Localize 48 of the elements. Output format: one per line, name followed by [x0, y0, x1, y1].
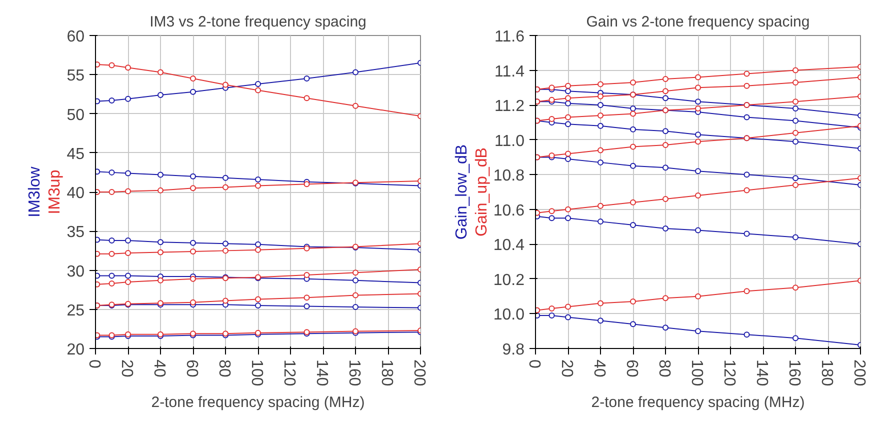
y-tick-label: 60: [66, 28, 85, 46]
x-tick-label: 140: [753, 360, 770, 386]
x-axis-title: 2-tone frequency spacing (MHz): [591, 394, 805, 412]
x-tick-label: 0: [86, 360, 102, 368]
y-tick-label: 40: [66, 185, 85, 202]
x-tick-label: 60: [183, 360, 200, 378]
y-tick-label: 30: [66, 263, 85, 280]
y-tick-label: 50: [66, 106, 85, 124]
x-tick-label: 160: [346, 360, 362, 386]
y-tick-label: 11.4: [494, 63, 525, 80]
y-tick-label: 10.6: [493, 202, 525, 220]
x-tick-label: 0: [526, 360, 542, 368]
chart-title: IM3 vs 2-tone frequency spacing: [150, 14, 366, 30]
y-tick-label: 25: [66, 302, 85, 320]
x-tick-label: 200: [850, 360, 868, 386]
y-tick-label: 9.8: [502, 342, 525, 358]
y-tick-label: 11.6: [494, 28, 525, 46]
y-tick-label: 11.2: [494, 98, 525, 116]
y-tick-label: 45: [66, 146, 85, 163]
x-tick-label: 120: [280, 360, 298, 386]
x-tick-label: 20: [558, 360, 575, 378]
x-tick-label: 120: [720, 360, 738, 386]
x-tick-label: 80: [216, 360, 232, 378]
x-tick-label: 100: [248, 360, 265, 386]
x-tick-label: 200: [410, 360, 428, 386]
x-tick-label: 180: [378, 360, 395, 386]
y-tick-label: 10.0: [493, 306, 525, 324]
y-tick-label: 35: [66, 224, 85, 242]
chart-title: Gain vs 2-tone frequency spacing: [586, 14, 810, 30]
x-axis-title: 2-tone frequency spacing (MHz): [151, 394, 365, 412]
x-tick-label: 160: [786, 360, 802, 386]
x-tick-label: 40: [150, 360, 168, 378]
x-tick-label: 180: [818, 360, 835, 386]
x-tick-label: 20: [118, 360, 135, 378]
x-tick-label: 80: [656, 360, 672, 378]
x-tick-label: 100: [688, 360, 705, 386]
text: Gain_low_dB: [454, 144, 470, 240]
text: IM3low: [26, 166, 44, 218]
y-tick-label: 10.8: [493, 168, 525, 185]
y-tick-label: 55: [66, 68, 85, 85]
text: IM3up: [46, 170, 64, 214]
x-tick-label: 40: [590, 360, 608, 378]
y-tick-label: 10.2: [493, 272, 525, 289]
x-tick-label: 140: [313, 360, 330, 386]
y-tick-label: 11.0: [494, 132, 525, 150]
y-tick-label: 10.4: [493, 237, 525, 254]
text: Gain_up_dB: [474, 148, 490, 236]
x-tick-label: 60: [623, 360, 640, 378]
